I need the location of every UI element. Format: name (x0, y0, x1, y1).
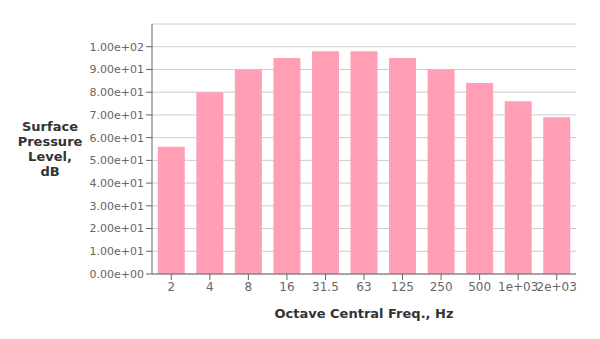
svg-text:8: 8 (245, 280, 253, 294)
svg-text:3.00e+01: 3.00e+01 (90, 200, 144, 213)
svg-text:1.00e+01: 1.00e+01 (90, 245, 144, 258)
svg-text:500: 500 (468, 280, 491, 294)
svg-text:250: 250 (430, 280, 453, 294)
svg-text:5.00e+01: 5.00e+01 (90, 154, 144, 167)
svg-text:1e+03: 1e+03 (498, 280, 538, 294)
svg-text:4: 4 (206, 280, 214, 294)
svg-text:31.5: 31.5 (312, 280, 339, 294)
svg-text:7.00e+01: 7.00e+01 (90, 109, 144, 122)
svg-text:125: 125 (391, 280, 414, 294)
svg-text:4.00e+01: 4.00e+01 (90, 177, 144, 190)
svg-text:9.00e+01: 9.00e+01 (90, 63, 144, 76)
svg-text:0.00e+00: 0.00e+00 (90, 268, 144, 281)
svg-text:1.00e+02: 1.00e+02 (90, 41, 144, 54)
svg-text:2e+03: 2e+03 (537, 280, 577, 294)
svg-text:16: 16 (279, 280, 294, 294)
svg-text:2.00e+01: 2.00e+01 (90, 222, 144, 235)
svg-text:2: 2 (167, 280, 175, 294)
svg-text:SurfacePressureLevel,dB: SurfacePressureLevel,dB (18, 118, 83, 178)
svg-text:6.00e+01: 6.00e+01 (90, 132, 144, 145)
svg-text:Octave Central Freq., Hz: Octave Central Freq., Hz (275, 306, 454, 321)
svg-text:63: 63 (356, 280, 371, 294)
svg-text:8.00e+01: 8.00e+01 (90, 86, 144, 99)
